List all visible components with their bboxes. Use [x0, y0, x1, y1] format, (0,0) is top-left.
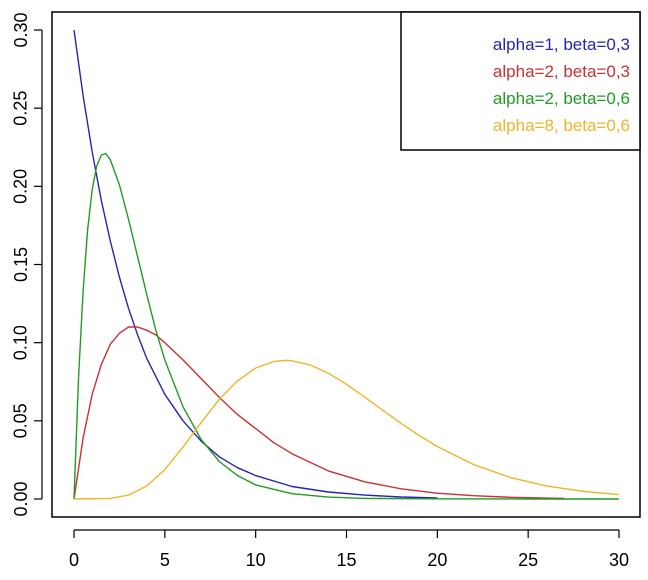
legend-entry-3: alpha=2, beta=0,6	[493, 89, 630, 108]
series-layer	[73, 29, 620, 500]
x-tick-label: 30	[609, 550, 629, 570]
y-axis: 0.00 0.05 0.10 0.15 0.20 0.25 0.30	[11, 12, 43, 517]
y-tick-label: 0.00	[11, 481, 31, 516]
x-tick-label: 5	[160, 550, 170, 570]
x-tick-label: 0	[69, 550, 79, 570]
y-tick-label: 0.05	[11, 403, 31, 438]
legend-entry-2: alpha=2, beta=0,3	[493, 62, 630, 81]
y-tick-label: 0.25	[11, 91, 31, 126]
x-tick-label: 15	[336, 550, 356, 570]
x-tick-label: 20	[427, 550, 447, 570]
series-line-1	[73, 29, 438, 499]
x-tick-label: 10	[246, 550, 266, 570]
legend: alpha=1, beta=0,3 alpha=2, beta=0,3 alpha=…	[400, 11, 641, 151]
y-tick-label: 0.20	[11, 169, 31, 204]
y-tick-label: 0.10	[11, 325, 31, 360]
legend-box	[400, 11, 641, 151]
legend-entry-1: alpha=1, beta=0,3	[493, 35, 630, 54]
legend-entry-4: alpha=8, beta=0,6	[493, 116, 630, 135]
series-line-2	[73, 326, 565, 500]
series-line-3	[73, 152, 619, 500]
y-tick-label: 0.15	[11, 247, 31, 282]
y-tick-label: 0.30	[11, 12, 31, 47]
x-axis: 0 5 10 15 20 25 30	[69, 529, 629, 570]
series-line-4	[73, 359, 620, 500]
x-tick-label: 25	[518, 550, 538, 570]
